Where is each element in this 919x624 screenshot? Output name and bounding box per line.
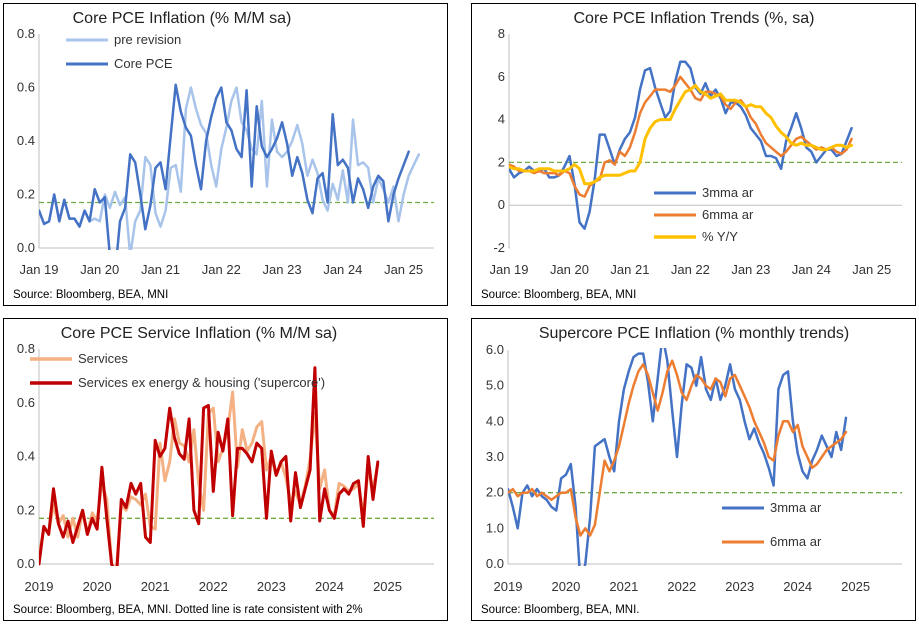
y-tick-label: 0.4 bbox=[17, 133, 35, 148]
series-line-3mma-ar bbox=[509, 60, 853, 230]
core-pce-chart: Core PCE Inflation (% M/M sa) 0.0 0.2 0.4 0.… bbox=[13, 10, 434, 301]
x-tick-label: 2021 bbox=[609, 579, 638, 594]
chart-source: Source: Bloomberg, BEA, MNI bbox=[481, 289, 636, 301]
x-tick-label: Jan 21 bbox=[141, 262, 180, 277]
x-tick-label: 2024 bbox=[315, 579, 344, 594]
y-tick-label: 4.0 bbox=[486, 413, 504, 428]
x-tick-label: 2020 bbox=[551, 579, 580, 594]
legend-label: 3mma ar bbox=[702, 185, 754, 200]
x-tick-label: Jan 19 bbox=[19, 262, 58, 277]
x-tick-label: Jan 20 bbox=[550, 262, 589, 277]
x-tick-label: Jan 25 bbox=[852, 262, 891, 277]
x-tick-label: Jan 20 bbox=[80, 262, 119, 277]
chart-title: Core PCE Service Inflation (% M/M sa) bbox=[61, 325, 338, 342]
y-tick-label: 8 bbox=[498, 26, 505, 41]
legend-label: 3mma ar bbox=[770, 500, 822, 515]
y-tick-label: 4 bbox=[498, 112, 505, 127]
x-tick-label: 2021 bbox=[141, 579, 170, 594]
legend-label: 6mma ar bbox=[702, 207, 754, 222]
series-line-6mma-ar bbox=[508, 359, 848, 537]
x-tick-label: Jan 25 bbox=[384, 262, 423, 277]
core-pce-trends-chart: Core PCE Inflation Trends (%, sa) -2 0 2 4 6 8… bbox=[481, 10, 902, 301]
x-tick-label: Jan 24 bbox=[792, 262, 831, 277]
series-group bbox=[39, 366, 380, 566]
y-tick-label: 0.2 bbox=[17, 187, 35, 202]
legend-label: pre revision bbox=[114, 32, 181, 47]
y-tick-label: -2 bbox=[493, 240, 505, 255]
series-line-pre-revision bbox=[39, 86, 421, 250]
x-tick-label: 2022 bbox=[667, 579, 696, 594]
series-line-core-pce bbox=[39, 83, 410, 250]
legend-label: % Y/Y bbox=[702, 229, 738, 244]
x-tick-label: 2019 bbox=[494, 579, 523, 594]
x-tick-label: 2019 bbox=[25, 579, 54, 594]
x-tick-label: 2025 bbox=[373, 579, 402, 594]
core-pce-services-chart: Core PCE Service Inflation (% M/M sa) 0.0… bbox=[13, 325, 434, 616]
x-tick-label: 2022 bbox=[199, 579, 228, 594]
y-tick-label: 5.0 bbox=[486, 378, 504, 393]
chart-panel-core-pce-trends: Core PCE Inflation Trends (%, sa) -2 0 2 4 6 8… bbox=[471, 3, 916, 306]
x-tick-label: 2020 bbox=[83, 579, 112, 594]
legend-label: Services ex energy & housing ('supercore… bbox=[78, 375, 325, 390]
y-tick-label: 0.0 bbox=[17, 556, 35, 571]
x-tick-label: Jan 19 bbox=[489, 262, 528, 277]
y-tick-label: 6.0 bbox=[486, 342, 504, 357]
y-tick-label: 0.0 bbox=[486, 556, 504, 571]
y-tick-label: 0.8 bbox=[17, 26, 35, 41]
x-tick-label: Jan 23 bbox=[263, 262, 302, 277]
legend-label: Services bbox=[78, 351, 128, 366]
series-group bbox=[509, 60, 854, 230]
y-tick-label: 1.0 bbox=[486, 520, 504, 535]
series-line-y-y bbox=[509, 83, 854, 186]
y-tick-label: 0 bbox=[498, 197, 505, 212]
x-tick-label: Jan 24 bbox=[323, 262, 362, 277]
series-line-6mma-ar bbox=[509, 75, 853, 198]
y-tick-label: 0.2 bbox=[17, 502, 35, 517]
x-tick-label: Jan 23 bbox=[731, 262, 770, 277]
chart-source: Source: Bloomberg, BEA, MNI bbox=[13, 289, 168, 301]
series-group bbox=[39, 83, 421, 250]
y-tick-label: 0.4 bbox=[17, 449, 35, 464]
x-tick-label: 2024 bbox=[783, 579, 812, 594]
y-tick-label: 2 bbox=[498, 154, 505, 169]
x-tick-label: Jan 21 bbox=[610, 262, 649, 277]
chart-source: Source: Bloomberg, BEA, MNI. bbox=[481, 604, 640, 616]
chart-title: Core PCE Inflation Trends (%, sa) bbox=[574, 10, 815, 27]
chart-title: Supercore PCE Inflation (% monthly trend… bbox=[539, 325, 849, 342]
series-line-services-ex-energy-housing-supercore bbox=[39, 366, 380, 566]
y-tick-label: 3.0 bbox=[486, 449, 504, 464]
chart-source: Source: Bloomberg, BEA, MNI. Dotted line… bbox=[13, 604, 363, 616]
y-tick-label: 6 bbox=[498, 69, 505, 84]
y-tick-label: 0.0 bbox=[17, 240, 35, 255]
x-tick-label: 2025 bbox=[841, 579, 870, 594]
supercore-pce-chart: Supercore PCE Inflation (% monthly trend… bbox=[481, 325, 902, 616]
x-tick-label: 2023 bbox=[257, 579, 286, 594]
x-tick-label: 2023 bbox=[725, 579, 754, 594]
chart-title: Core PCE Inflation (% M/M sa) bbox=[73, 10, 292, 27]
y-tick-label: 0.6 bbox=[17, 395, 35, 410]
series-line-3mma-ar bbox=[508, 348, 848, 566]
y-tick-label: 2.0 bbox=[486, 485, 504, 500]
y-tick-label: 0.8 bbox=[17, 341, 35, 356]
x-tick-label: Jan 22 bbox=[202, 262, 241, 277]
legend-label: Core PCE bbox=[114, 56, 173, 71]
chart-panel-supercore-pce: Supercore PCE Inflation (% monthly trend… bbox=[471, 318, 916, 621]
legend-label: 6mma ar bbox=[770, 534, 822, 549]
chart-panel-core-pce: Core PCE Inflation (% M/M sa) 0.0 0.2 0.4 0.… bbox=[3, 3, 448, 306]
y-tick-label: 0.6 bbox=[17, 80, 35, 95]
x-tick-label: Jan 22 bbox=[671, 262, 710, 277]
chart-panel-core-pce-services: Core PCE Service Inflation (% M/M sa) 0.0… bbox=[3, 318, 448, 621]
series-group bbox=[508, 348, 848, 566]
